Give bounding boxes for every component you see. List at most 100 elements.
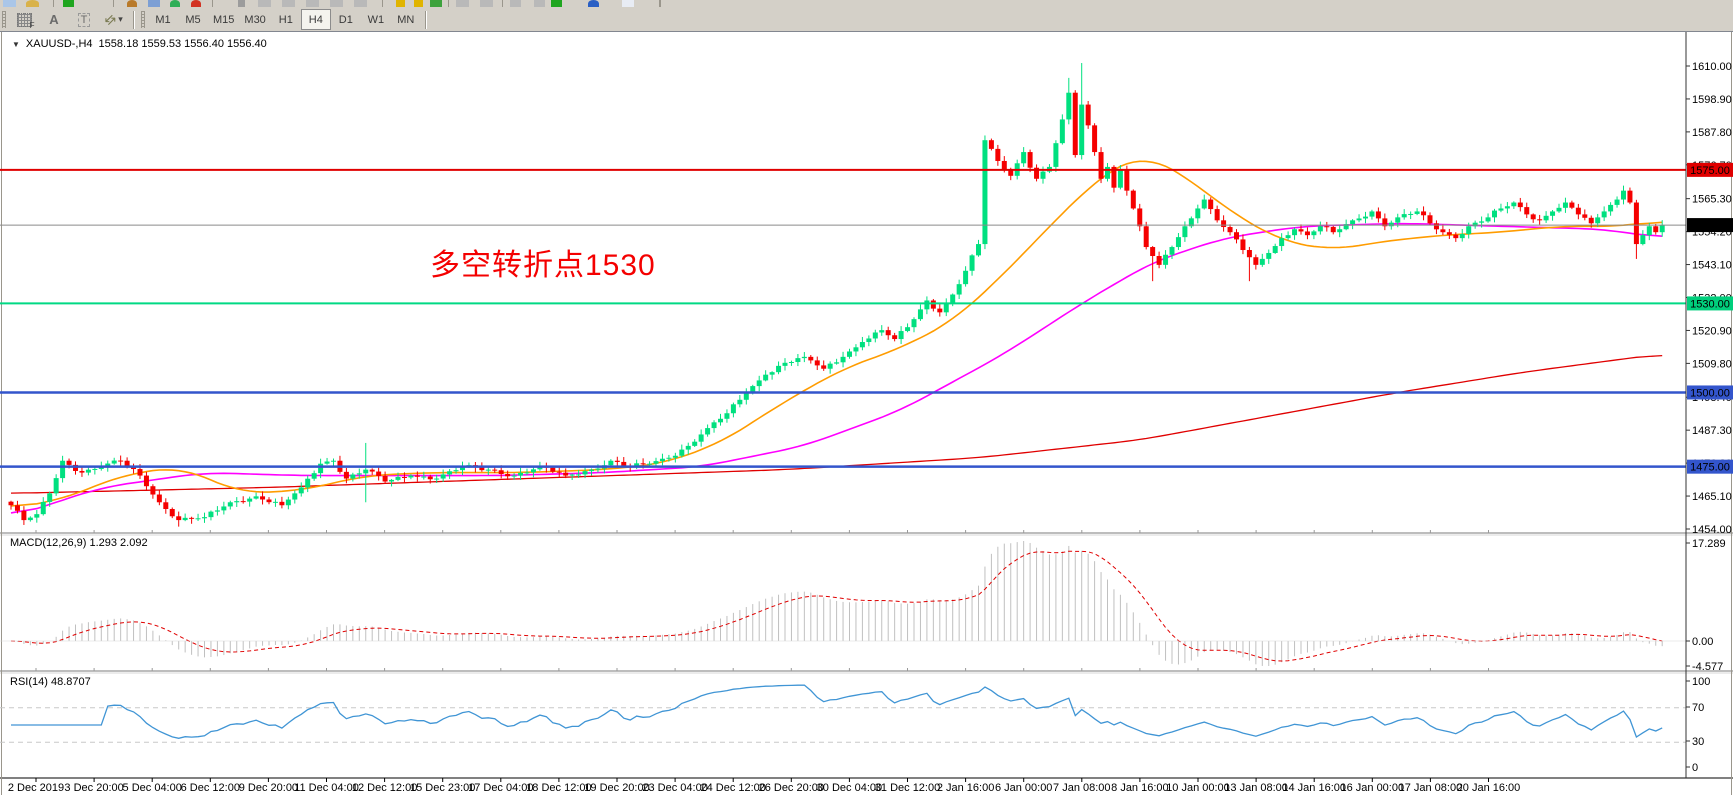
svg-text:10 Jan 00:00: 10 Jan 00:00 (1166, 782, 1230, 794)
svg-text:1520.90: 1520.90 (1692, 325, 1732, 337)
chart-canvas[interactable]: 1610.001598.901587.801576.701565.301554.… (0, 32, 1733, 795)
svg-text:20 Jan 16:00: 20 Jan 16:00 (1457, 782, 1521, 794)
svg-text:6 Dec 12:00: 6 Dec 12:00 (181, 782, 240, 794)
window-bar-icon[interactable] (306, 0, 319, 7)
arrows-dropdown-button[interactable]: ⇆ ▾ (99, 9, 129, 30)
svg-text:13 Jan 08:00: 13 Jan 08:00 (1224, 782, 1288, 794)
svg-text:1598.90: 1598.90 (1692, 94, 1732, 106)
new-chart-icon[interactable] (3, 0, 16, 7)
svg-text:30 Dec 04:00: 30 Dec 04:00 (817, 782, 882, 794)
text-label-button[interactable]: T (69, 9, 99, 30)
new-order-icon[interactable] (63, 0, 74, 7)
data-window-icon[interactable] (430, 0, 442, 7)
svg-text:24 Dec 12:00: 24 Dec 12:00 (700, 782, 765, 794)
toolbar-grip[interactable] (2, 11, 6, 28)
svg-text:9 Dec 20:00: 9 Dec 20:00 (239, 782, 298, 794)
autotrade-icon[interactable] (170, 0, 180, 7)
svg-text:19 Dec 20:00: 19 Dec 20:00 (584, 782, 649, 794)
collapse-triangle-icon[interactable]: ▼ (12, 39, 20, 49)
svg-text:3 Dec 20:00: 3 Dec 20:00 (64, 782, 123, 794)
chart-header: ▼ XAUUSD-,H4 1558.18 1559.53 1556.40 155… (12, 38, 267, 50)
svg-text:2 Dec 2019: 2 Dec 2019 (8, 782, 64, 794)
svg-text:30: 30 (1692, 736, 1704, 748)
svg-text:-4.577: -4.577 (1692, 661, 1723, 673)
globe-icon[interactable] (588, 0, 599, 7)
svg-text:11 Dec 04:00: 11 Dec 04:00 (294, 782, 359, 794)
chevron-down-icon: ▾ (118, 14, 123, 24)
alert-icon[interactable] (127, 0, 137, 7)
funnel-icon[interactable] (396, 0, 405, 7)
toolbar-top-clipped (0, 0, 1733, 8)
svg-text:6 Jan 00:00: 6 Jan 00:00 (995, 782, 1053, 794)
svg-text:7 Jan 08:00: 7 Jan 08:00 (1053, 782, 1111, 794)
svg-text:1530.00: 1530.00 (1690, 298, 1730, 310)
window-bar-icon[interactable] (354, 0, 367, 7)
toolbar-separator (53, 0, 54, 7)
timeframe-button-h4[interactable]: H4 (300, 9, 331, 30)
timeframe-button-m15[interactable]: M15 (213, 13, 235, 26)
svg-text:8 Jan 16:00: 8 Jan 16:00 (1111, 782, 1169, 794)
svg-text:17 Jan 08:00: 17 Jan 08:00 (1399, 782, 1463, 794)
cursor-icon[interactable] (510, 0, 521, 7)
svg-text:26 Dec 20:00: 26 Dec 20:00 (759, 782, 824, 794)
svg-text:5 Dec 04:00: 5 Dec 04:00 (123, 782, 182, 794)
crosshair-icon[interactable] (534, 0, 545, 7)
text-label-icon: T (77, 12, 91, 27)
toolbar-charts-periods: F A T ⇆ ▾ M1 M5 M15 M30 H1 H4 D1 W1 MN (0, 8, 1733, 32)
buy-icon[interactable] (551, 0, 562, 7)
toolbar-grip[interactable] (141, 11, 145, 28)
svg-text:23 Dec 04:00: 23 Dec 04:00 (642, 782, 707, 794)
timeframe-button-m5[interactable]: M5 (185, 13, 201, 26)
svg-text:1587.80: 1587.80 (1692, 127, 1732, 139)
arrow-tool-button[interactable]: A (39, 9, 69, 30)
svg-text:1454.00: 1454.00 (1692, 524, 1732, 536)
svg-text:70: 70 (1692, 702, 1704, 714)
timeframe-button-m1[interactable]: M1 (155, 13, 171, 26)
toolbar-separator (382, 0, 383, 7)
toolbar-separator (212, 0, 213, 7)
svg-text:0: 0 (1692, 762, 1698, 774)
svg-text:1475.00: 1475.00 (1690, 462, 1730, 474)
timeframe-button-m30[interactable]: M30 (244, 13, 266, 26)
window-bar-icon[interactable] (456, 0, 469, 7)
window-bar-icon[interactable] (480, 0, 493, 7)
svg-text:1509.80: 1509.80 (1692, 358, 1732, 370)
equal-icon[interactable] (238, 0, 245, 7)
svg-text:1565.30: 1565.30 (1692, 194, 1732, 206)
toolbar-separator (502, 0, 503, 7)
timeframe-button-h1[interactable]: H1 (278, 13, 293, 26)
news-icon[interactable] (148, 0, 160, 7)
svg-text:12 Dec 12:00: 12 Dec 12:00 (352, 782, 417, 794)
toolbar-separator (424, 10, 427, 29)
svg-text:1543.10: 1543.10 (1692, 260, 1732, 272)
window-bar-icon[interactable] (330, 0, 343, 7)
chart-annotation-text[interactable]: 多空转折点1530 (430, 249, 656, 282)
toolbar-separator (448, 0, 449, 7)
timeframe-button-w1[interactable]: W1 (367, 13, 385, 26)
stop-icon[interactable] (191, 0, 201, 7)
svg-text:100: 100 (1692, 676, 1710, 688)
symbol-period-label: XAUUSD-,H4 (25, 38, 93, 50)
doc-icon[interactable] (622, 0, 634, 7)
snap-grid-button[interactable]: F (9, 9, 39, 30)
svg-text:14 Jan 16:00: 14 Jan 16:00 (1282, 782, 1346, 794)
svg-text:16 Jan 00:00: 16 Jan 00:00 (1340, 782, 1404, 794)
timeframe-group: M1 M5 M15 M30 H1 H4 D1 W1 MN (148, 9, 421, 30)
diagonal-arrows-icon: ⇆ (101, 9, 120, 29)
macd-indicator-label: MACD(12,26,9) 1.293 2.092 (10, 537, 148, 549)
svg-text:1465.10: 1465.10 (1692, 491, 1732, 503)
svg-text:31 Dec 12:00: 31 Dec 12:00 (875, 782, 940, 794)
svg-text:17 Dec 04:00: 17 Dec 04:00 (468, 782, 533, 794)
svg-text:1487.30: 1487.30 (1692, 425, 1732, 437)
svg-text:17.289: 17.289 (1692, 538, 1726, 550)
zoom-icon[interactable] (26, 0, 39, 7)
toolbar-separator (133, 10, 135, 29)
timeframe-button-d1[interactable]: D1 (338, 13, 353, 26)
timeframe-button-mn[interactable]: MN (397, 13, 415, 26)
window-bar-icon[interactable] (258, 0, 271, 7)
window-bar-icon[interactable] (282, 0, 295, 7)
svg-text:2 Jan 16:00: 2 Jan 16:00 (937, 782, 995, 794)
funnel-icon[interactable] (414, 0, 423, 7)
svg-text:1500.00: 1500.00 (1690, 387, 1730, 399)
